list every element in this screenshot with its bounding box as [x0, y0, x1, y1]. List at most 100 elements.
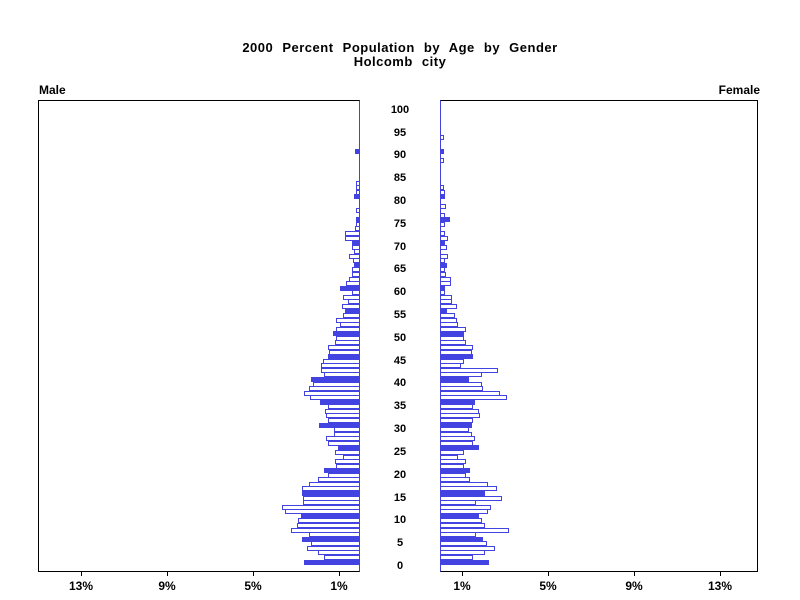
- age-tick-label-5: 5: [396, 537, 404, 549]
- male-bar-age-69: [352, 245, 360, 250]
- male-xtick-label-13%: 13%: [68, 579, 94, 593]
- male-bar-age-74: [356, 222, 360, 227]
- male-bar-age-67: [349, 254, 360, 259]
- male-bar-age-26: [328, 441, 360, 446]
- female-bar-age-72: [440, 231, 445, 236]
- female-bar-age-35: [440, 400, 475, 405]
- female-xtick-13%: [720, 572, 721, 576]
- male-bar-age-5: [302, 537, 360, 542]
- female-bar-age-37: [440, 391, 500, 396]
- female-bar-age-53: [440, 318, 457, 323]
- female-bar-age-8: [440, 523, 485, 528]
- male-xtick-label-5%: 5%: [244, 579, 262, 593]
- male-bar-age-35: [320, 400, 360, 405]
- female-bar-age-31: [440, 418, 473, 423]
- female-bar-age-1: [440, 555, 473, 560]
- age-tick-label-45: 45: [393, 355, 407, 367]
- male-bar-age-71: [345, 236, 360, 241]
- female-bar-age-14: [440, 496, 502, 501]
- female-bar-age-49: [440, 336, 464, 341]
- female-bar-age-62: [440, 277, 451, 282]
- male-xtick-label-1%: 1%: [330, 579, 348, 593]
- female-bar-age-19: [440, 473, 466, 478]
- female-bar-age-40: [440, 377, 469, 382]
- male-bar-age-81: [356, 190, 360, 195]
- female-bar-age-30: [440, 423, 472, 428]
- male-xtick-label-9%: 9%: [158, 579, 176, 593]
- female-bar-age-90: [440, 149, 444, 154]
- male-bar-age-33: [325, 409, 360, 414]
- male-plot-area: [38, 100, 360, 572]
- female-bar-age-44: [440, 359, 464, 364]
- female-bar-age-24: [440, 450, 464, 455]
- male-bar-age-12: [282, 505, 360, 510]
- male-bar-age-0: [304, 560, 360, 565]
- age-tick-label-100: 100: [390, 104, 410, 116]
- age-tick-label-10: 10: [393, 514, 407, 526]
- female-bar-age-55: [440, 309, 447, 314]
- female-bar-age-51: [440, 327, 466, 332]
- age-tick-label-0: 0: [396, 560, 404, 572]
- female-bar-age-23: [440, 455, 458, 460]
- age-tick-label-90: 90: [393, 149, 407, 161]
- male-bar-age-83: [356, 181, 360, 186]
- female-bar-age-42: [440, 368, 498, 373]
- male-xtick-1%: [339, 572, 340, 576]
- male-bar-age-10: [301, 514, 360, 519]
- female-bar-age-82: [440, 185, 444, 190]
- female-xtick-1%: [462, 572, 463, 576]
- male-bar-age-23: [343, 455, 360, 460]
- age-tick-label-55: 55: [393, 309, 407, 321]
- female-bar-age-93: [440, 135, 444, 140]
- female-xtick-5%: [548, 572, 549, 576]
- female-bar-age-56: [440, 304, 457, 309]
- male-bar-age-58: [343, 295, 360, 300]
- female-bar-age-76: [440, 213, 445, 218]
- female-bar-age-78: [440, 204, 446, 209]
- male-bar-age-90: [355, 149, 360, 154]
- age-tick-label-70: 70: [393, 241, 407, 253]
- female-bar-age-5: [440, 537, 483, 542]
- female-bar-age-12: [440, 505, 491, 510]
- age-tick-label-40: 40: [393, 377, 407, 389]
- age-tick-label-35: 35: [393, 400, 407, 412]
- age-tick-label-60: 60: [393, 286, 407, 298]
- female-xtick-label-1%: 1%: [453, 579, 471, 593]
- age-tick-label-80: 80: [393, 195, 407, 207]
- male-bar-age-62: [349, 277, 360, 282]
- female-plot-area: [440, 100, 758, 572]
- female-bar-age-26: [440, 441, 473, 446]
- chart-title-line2: Holcomb city: [353, 54, 447, 69]
- female-bar-age-81: [440, 190, 445, 195]
- female-bar-age-46: [440, 350, 472, 355]
- female-panel-label: Female: [718, 83, 760, 97]
- female-xtick-9%: [634, 572, 635, 576]
- male-bar-age-65: [354, 263, 360, 268]
- female-bar-age-74: [440, 222, 445, 227]
- age-tick-label-30: 30: [393, 423, 407, 435]
- female-xtick-label-13%: 13%: [707, 579, 733, 593]
- age-tick-label-20: 20: [393, 469, 407, 481]
- male-bar-age-72: [345, 231, 360, 236]
- male-bar-age-55: [345, 309, 360, 314]
- age-tick-label-25: 25: [393, 446, 407, 458]
- age-tick-label-85: 85: [393, 172, 407, 184]
- male-bar-age-75: [356, 217, 360, 222]
- male-bar-age-21: [336, 464, 360, 469]
- male-bar-age-53: [336, 318, 360, 323]
- female-xtick-label-5%: 5%: [539, 579, 557, 593]
- female-bar-age-28: [440, 432, 472, 437]
- female-bar-age-15: [440, 491, 485, 496]
- female-bar-age-0: [440, 560, 489, 565]
- male-bar-age-63: [352, 272, 360, 277]
- chart-title: 2000 Percent Population by Age by Gender…: [0, 41, 800, 69]
- female-bar-age-75: [440, 217, 450, 222]
- age-tick-label-15: 15: [393, 492, 407, 504]
- female-bar-age-60: [440, 286, 445, 291]
- female-bar-age-63: [440, 272, 446, 277]
- male-panel-label: Male: [39, 83, 66, 97]
- age-tick-label-95: 95: [393, 127, 407, 139]
- female-bar-age-33: [440, 409, 479, 414]
- male-bar-age-24: [335, 450, 360, 455]
- male-bar-age-77: [356, 208, 360, 213]
